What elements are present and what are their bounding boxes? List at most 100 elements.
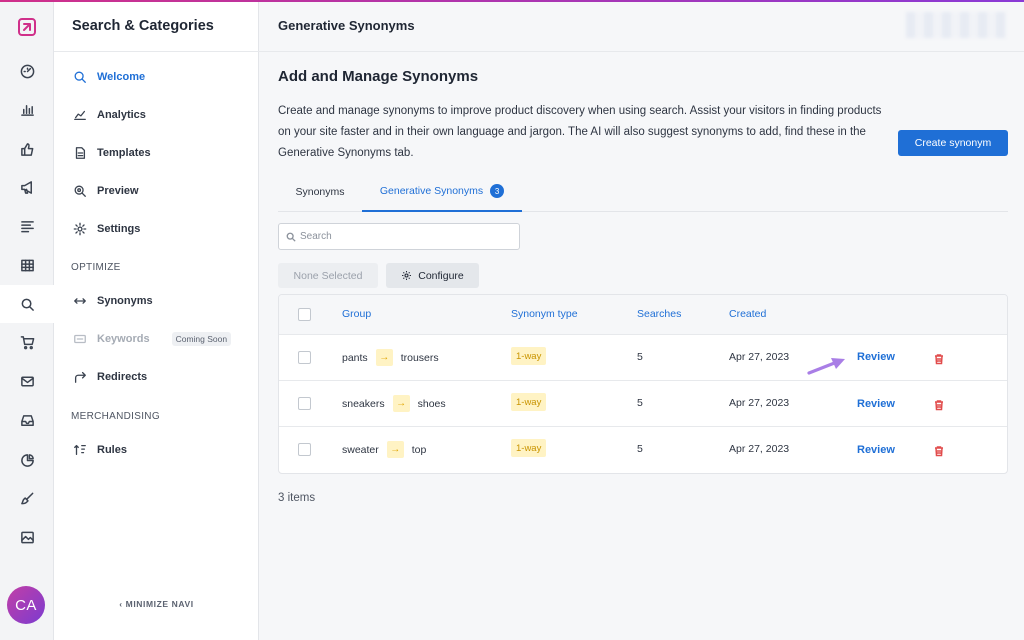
synonym-type-tag: 1-way xyxy=(511,347,547,365)
searches-count: 5 xyxy=(637,443,643,455)
sidebar-item-welcome[interactable]: Welcome xyxy=(72,67,145,87)
sidebar-item-label: Templates xyxy=(97,147,151,159)
header-synonym-type[interactable]: Synonym type xyxy=(511,308,578,320)
synonym-type-tag: 1-way xyxy=(511,393,547,411)
tab-label: Synonyms xyxy=(295,186,345,198)
avatar[interactable]: CA xyxy=(7,586,45,624)
arrow-right-icon: → xyxy=(392,395,410,412)
header-created[interactable]: Created xyxy=(729,308,767,320)
table-row: sneakers → shoes 1-way 5 Apr 27, 2023 Re… xyxy=(279,381,1007,427)
row-checkbox[interactable] xyxy=(298,397,311,410)
created-date: Apr 27, 2023 xyxy=(729,443,790,455)
configure-button[interactable]: Configure xyxy=(386,263,479,288)
trash-icon xyxy=(935,354,943,365)
row-checkbox[interactable] xyxy=(298,351,311,364)
cart-icon[interactable] xyxy=(0,323,54,361)
sort-icon xyxy=(72,442,88,458)
redirect-icon xyxy=(72,369,88,385)
configure-label: Configure xyxy=(418,269,464,282)
minimize-label: MINIMIZE NAVI xyxy=(125,599,194,609)
searches-count: 5 xyxy=(637,397,643,409)
header-searches[interactable]: Searches xyxy=(637,308,682,320)
pointer-arrow-icon xyxy=(807,358,845,375)
divider xyxy=(259,51,1024,52)
logo-icon[interactable] xyxy=(0,8,54,46)
gear-icon xyxy=(402,271,412,280)
table-header: Group Synonym type Searches Created xyxy=(279,295,1007,335)
table-row: sweater → top 1-way 5 Apr 27, 2023 Revie… xyxy=(279,427,1007,473)
group-to: top xyxy=(411,443,427,456)
sidebar-item-analytics[interactable]: Analytics xyxy=(72,105,146,125)
created-date: Apr 27, 2023 xyxy=(729,397,790,409)
count-badge: 3 xyxy=(490,184,505,198)
section-heading: Add and Manage Synonyms xyxy=(278,68,479,85)
delete-button[interactable] xyxy=(933,444,945,457)
group-to: shoes xyxy=(417,397,446,410)
item-count: 3 items xyxy=(278,492,316,504)
brush-icon[interactable] xyxy=(0,479,54,517)
delete-button[interactable] xyxy=(933,352,945,365)
synonym-group: pants → trousers xyxy=(342,349,439,366)
mail-icon[interactable] xyxy=(0,362,54,400)
review-link[interactable]: Review xyxy=(857,444,895,456)
row-checkbox[interactable] xyxy=(298,443,311,456)
minimize-nav-button[interactable]: ‹ MINIMIZE NAVI xyxy=(119,599,194,609)
searches-count: 5 xyxy=(637,351,643,363)
review-link[interactable]: Review xyxy=(857,351,895,363)
sidebar-item-label: Redirects xyxy=(97,371,148,383)
arrow-right-icon: → xyxy=(375,349,393,366)
tab-synonyms[interactable]: Synonyms xyxy=(278,172,362,212)
sidebar-item-label: Welcome xyxy=(97,71,146,83)
blurred-account-info xyxy=(906,12,1006,38)
arrow-right-icon: → xyxy=(386,441,404,458)
sidebar-item-redirects[interactable]: Redirects xyxy=(72,367,147,387)
gear-icon xyxy=(72,221,88,237)
sidebar-item-rules[interactable]: Rules xyxy=(72,440,127,460)
header-group[interactable]: Group xyxy=(342,308,372,320)
dashboard-icon[interactable] xyxy=(0,52,54,90)
group-from: sweater xyxy=(342,443,379,456)
sidebar-item-settings[interactable]: Settings xyxy=(72,219,140,239)
thumbs-up-icon[interactable] xyxy=(0,130,54,168)
section-label-optimize: OPTIMIZE xyxy=(71,262,121,273)
tab-bar: Synonyms Generative Synonyms 3 xyxy=(278,172,1008,212)
trash-icon xyxy=(935,400,943,411)
synonym-group: sweater → top xyxy=(342,441,426,458)
megaphone-icon[interactable] xyxy=(0,168,54,206)
review-link[interactable]: Review xyxy=(857,398,895,410)
keyword-icon xyxy=(72,331,88,347)
delete-button[interactable] xyxy=(933,398,945,411)
sidebar-item-label: Analytics xyxy=(97,109,146,121)
group-to: trousers xyxy=(400,351,439,364)
sidebar-item-preview[interactable]: Preview xyxy=(72,181,139,201)
swap-arrows-icon xyxy=(72,293,88,309)
sidebar-item-synonyms[interactable]: Synonyms xyxy=(72,291,153,311)
pie-chart-icon[interactable] xyxy=(0,441,54,479)
sidebar-item-label: Keywords xyxy=(97,333,150,345)
section-label-merchandising: MERCHANDISING xyxy=(71,411,160,422)
search-icon[interactable] xyxy=(0,285,54,323)
select-all-checkbox[interactable] xyxy=(298,308,311,321)
sidebar-item-label: Settings xyxy=(97,223,141,235)
bar-chart-icon[interactable] xyxy=(0,90,54,128)
coming-soon-badge: Coming Soon xyxy=(171,332,232,346)
synonym-group: sneakers → shoes xyxy=(342,395,446,412)
tab-generative-synonyms[interactable]: Generative Synonyms 3 xyxy=(362,172,522,212)
sidebar-item-label: Synonyms xyxy=(97,295,153,307)
search-input[interactable] xyxy=(300,231,510,242)
divider xyxy=(54,51,259,52)
create-synonym-button[interactable]: Create synonym xyxy=(898,130,1008,156)
search-icon xyxy=(72,69,88,85)
sidebar: Search & Categories Welcome Analytics Te… xyxy=(54,0,259,640)
sidebar-item-templates[interactable]: Templates xyxy=(72,143,151,163)
group-from: sneakers xyxy=(342,397,385,410)
list-icon[interactable] xyxy=(0,207,54,245)
search-box xyxy=(278,223,520,250)
top-accent-line xyxy=(0,0,1024,2)
inbox-icon[interactable] xyxy=(0,401,54,439)
image-icon[interactable] xyxy=(0,518,54,556)
sidebar-item-label: Rules xyxy=(97,444,127,456)
synonym-type-tag: 1-way xyxy=(511,439,547,457)
table-icon[interactable] xyxy=(0,246,54,284)
table-row: pants → trousers 1-way 5 Apr 27, 2023 Re… xyxy=(279,335,1007,381)
